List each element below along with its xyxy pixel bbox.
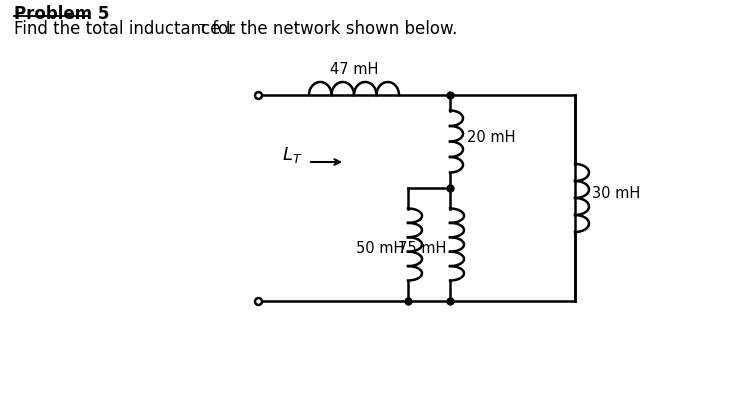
Text: $L_T$: $L_T$	[282, 145, 302, 165]
Point	[10, 14, 19, 19]
Text: Problem 5: Problem 5	[14, 5, 109, 23]
Text: 30 mH: 30 mH	[592, 187, 640, 202]
Text: for the network shown below.: for the network shown below.	[207, 20, 457, 38]
Text: 20 mH: 20 mH	[467, 130, 516, 145]
Text: 75 mH: 75 mH	[398, 241, 446, 256]
Text: Find the total inductance L: Find the total inductance L	[14, 20, 235, 38]
Text: T: T	[199, 23, 207, 36]
Text: 50 mH: 50 mH	[355, 241, 404, 256]
Text: 47 mH: 47 mH	[329, 62, 378, 77]
Point	[84, 14, 93, 19]
